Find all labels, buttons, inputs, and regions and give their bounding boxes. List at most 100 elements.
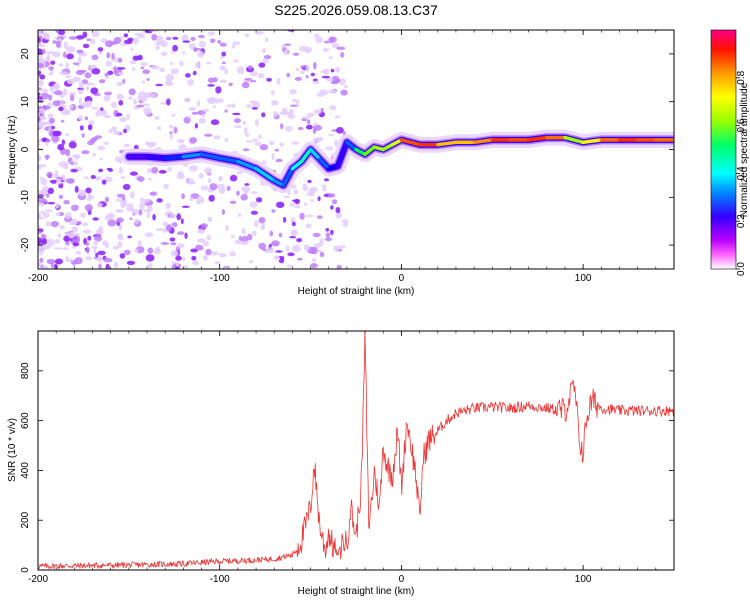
noise-speckle bbox=[168, 82, 174, 85]
noise-speckle bbox=[321, 75, 330, 79]
noise-speckle bbox=[195, 244, 204, 251]
noise-speckle bbox=[183, 264, 188, 269]
noise-speckle bbox=[201, 113, 206, 118]
noise-speckle bbox=[65, 133, 70, 137]
noise-speckle bbox=[55, 170, 59, 176]
noise-speckle bbox=[200, 223, 208, 229]
noise-speckle bbox=[184, 98, 191, 102]
noise-speckle bbox=[208, 194, 215, 202]
noise-speckle bbox=[202, 108, 210, 112]
noise-speckle bbox=[169, 61, 173, 66]
noise-speckle bbox=[86, 38, 92, 42]
noise-speckle bbox=[251, 191, 258, 195]
noise-speckle bbox=[289, 236, 296, 239]
noise-speckle bbox=[54, 258, 64, 265]
noise-speckle bbox=[335, 211, 342, 219]
noise-speckle bbox=[87, 124, 93, 131]
noise-speckle bbox=[41, 88, 49, 93]
noise-speckle bbox=[136, 104, 145, 108]
noise-speckle bbox=[262, 58, 269, 64]
noise-speckle bbox=[103, 257, 113, 263]
noise-speckle bbox=[56, 179, 62, 185]
noise-speckle bbox=[150, 141, 157, 147]
noise-speckle bbox=[96, 256, 104, 262]
noise-speckle bbox=[120, 43, 127, 46]
noise-speckle bbox=[245, 140, 254, 143]
noise-speckle bbox=[138, 209, 143, 216]
figure-title: S225.2026.059.08.13.C37 bbox=[274, 2, 438, 18]
noise-speckle bbox=[40, 178, 48, 186]
noise-speckle bbox=[44, 209, 53, 213]
noise-speckle bbox=[320, 107, 324, 113]
noise-speckle bbox=[120, 176, 126, 179]
noise-speckles bbox=[38, 30, 350, 269]
noise-speckle bbox=[74, 233, 80, 236]
noise-speckle bbox=[117, 233, 124, 241]
noise-speckle bbox=[54, 239, 61, 244]
noise-speckle bbox=[165, 36, 172, 41]
noise-speckle bbox=[100, 38, 108, 43]
noise-speckle bbox=[104, 176, 113, 183]
noise-speckle bbox=[116, 217, 124, 223]
noise-speckle bbox=[317, 136, 324, 142]
noise-speckle bbox=[317, 196, 321, 201]
noise-speckle bbox=[147, 247, 154, 254]
noise-speckle bbox=[113, 66, 117, 74]
noise-speckle bbox=[103, 114, 112, 119]
noise-speckle bbox=[275, 201, 285, 208]
noise-speckle bbox=[38, 111, 41, 116]
noise-speckle bbox=[132, 55, 140, 61]
noise-speckle bbox=[303, 244, 310, 251]
noise-speckle bbox=[187, 181, 196, 185]
noise-speckle bbox=[340, 89, 348, 96]
x-tick-label: -200 bbox=[28, 273, 48, 284]
noise-speckle bbox=[291, 230, 297, 236]
noise-speckle bbox=[207, 77, 215, 83]
noise-speckle bbox=[68, 141, 77, 149]
noise-speckle bbox=[38, 164, 47, 168]
noise-speckle bbox=[129, 217, 133, 220]
noise-speckle bbox=[99, 109, 107, 116]
noise-speckle bbox=[214, 261, 221, 265]
noise-speckle bbox=[45, 139, 51, 143]
noise-speckle bbox=[237, 213, 242, 217]
noise-speckle bbox=[254, 141, 262, 146]
noise-speckle bbox=[82, 31, 88, 38]
noise-speckle bbox=[51, 135, 60, 143]
noise-speckle bbox=[85, 85, 89, 91]
noise-speckle bbox=[182, 40, 191, 43]
noise-speckle bbox=[206, 97, 214, 103]
noise-speckle bbox=[215, 86, 222, 94]
noise-speckle bbox=[63, 41, 68, 49]
noise-speckle bbox=[338, 78, 346, 86]
noise-speckle bbox=[248, 65, 253, 70]
noise-speckle bbox=[58, 194, 64, 199]
noise-speckle bbox=[85, 82, 95, 86]
colorbar-tick-label: 0.0 bbox=[736, 262, 747, 276]
noise-speckle bbox=[310, 199, 315, 202]
noise-speckle bbox=[50, 221, 59, 228]
noise-speckle bbox=[142, 69, 151, 74]
noise-speckle bbox=[117, 72, 124, 76]
noise-speckle bbox=[87, 235, 92, 241]
noise-speckle bbox=[90, 38, 96, 45]
noise-speckle bbox=[85, 256, 92, 261]
noise-speckle bbox=[128, 96, 133, 100]
noise-speckle bbox=[302, 116, 310, 119]
noise-speckle bbox=[246, 104, 253, 108]
noise-speckle bbox=[187, 115, 192, 119]
noise-speckle bbox=[244, 183, 250, 186]
noise-speckle bbox=[55, 203, 60, 209]
noise-speckle bbox=[207, 216, 213, 222]
noise-speckle bbox=[208, 178, 212, 184]
noise-speckle bbox=[127, 235, 132, 239]
noise-speckle bbox=[229, 200, 237, 204]
noise-speckle bbox=[191, 255, 197, 261]
noise-speckle bbox=[122, 183, 131, 191]
noise-speckle bbox=[165, 202, 171, 210]
noise-speckle bbox=[104, 91, 113, 96]
signal-ridge bbox=[120, 129, 674, 194]
y-tick-label: -20 bbox=[20, 237, 31, 252]
noise-speckle bbox=[41, 238, 48, 245]
